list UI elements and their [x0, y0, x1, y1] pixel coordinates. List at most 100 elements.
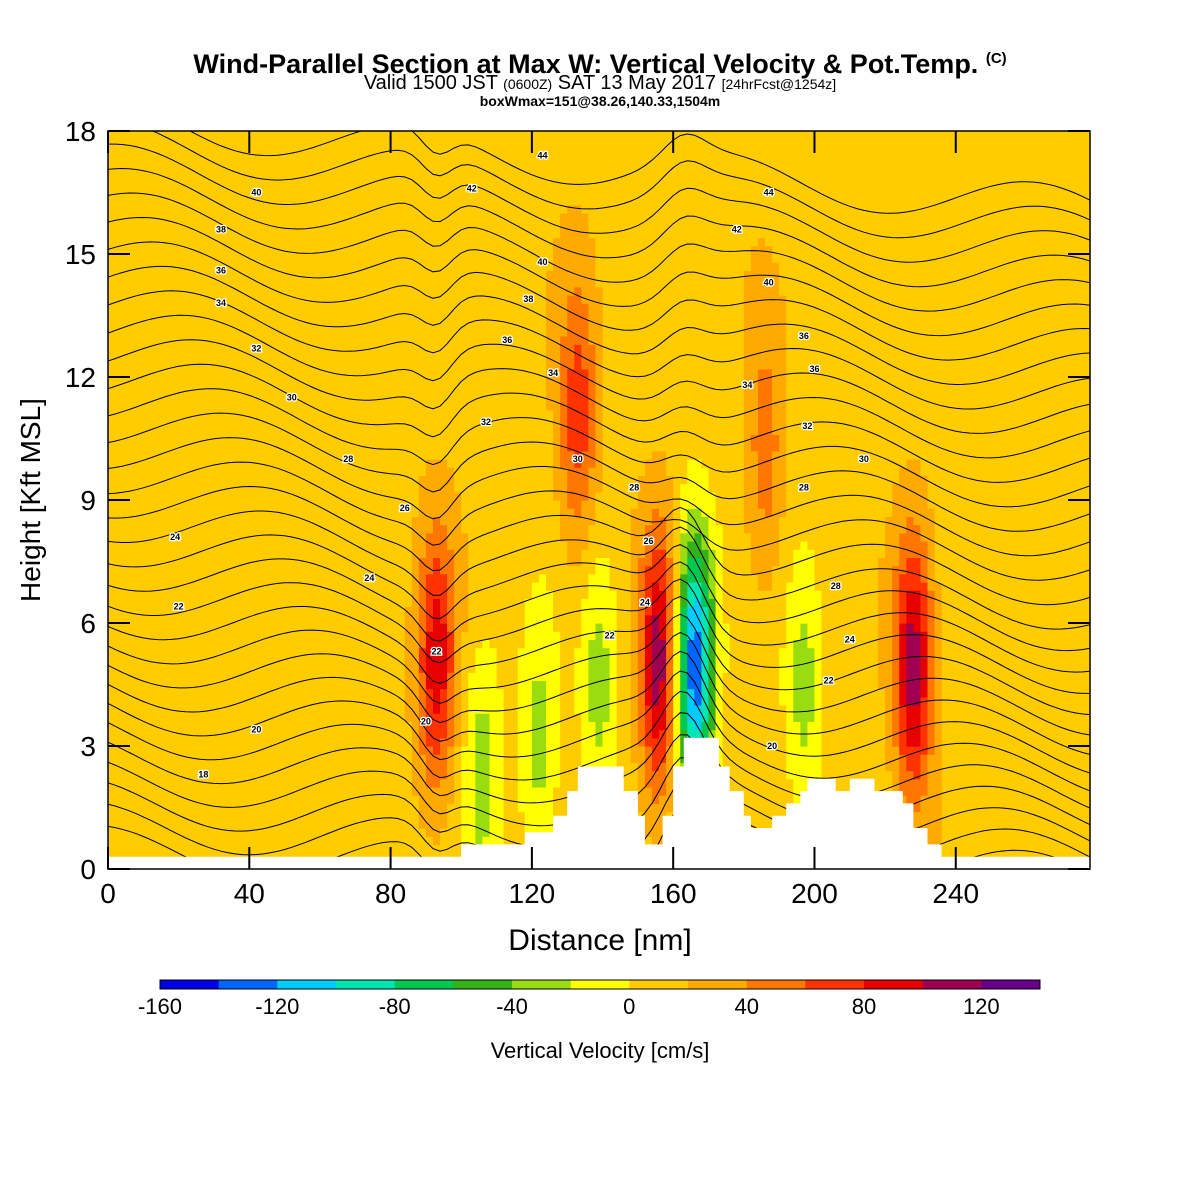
terrain [108, 737, 1090, 869]
theta-contour-30 [108, 510, 1090, 630]
colorbar-swatch [160, 980, 220, 989]
contour-label: 44 [764, 188, 774, 198]
colorbar-swatch [805, 980, 865, 989]
theta-contour-29 [108, 534, 1090, 652]
theta-contour-21 [108, 690, 1090, 809]
colorbar-tick-label: 120 [963, 994, 1000, 1019]
theta-contour-23 [108, 650, 1090, 774]
contour-label: 22 [431, 647, 441, 657]
theta-contour-38 [108, 314, 1090, 434]
colorbar-tick-label: 0 [623, 994, 635, 1019]
y-tick-label: 3 [80, 731, 96, 762]
contour-label: 40 [251, 188, 261, 198]
x-axis: 0 40 80 120 160 200 240 [100, 131, 979, 909]
contour-label: 36 [799, 331, 809, 341]
x-tick-label: 240 [932, 878, 979, 909]
theta-contour-37 [108, 339, 1090, 459]
colorbar-swatch [629, 980, 689, 989]
contour-label: 30 [573, 454, 583, 464]
contour-label: 24 [170, 532, 180, 542]
colorbar-swatch [981, 980, 1041, 989]
theta-contour-40 [108, 265, 1090, 386]
colorbar-tick-label: -80 [379, 994, 411, 1019]
contour-label: 24 [640, 598, 650, 608]
terrain-shape [108, 737, 1090, 869]
theta-contour-26 [108, 596, 1090, 716]
contour-label: 28 [831, 581, 841, 591]
y-tick-label: 6 [80, 608, 96, 639]
contour-label: 24 [364, 573, 374, 583]
theta-contour-34 [108, 412, 1090, 532]
x-tick-label: 40 [234, 878, 265, 909]
colorbar-tick-label: 40 [734, 994, 758, 1019]
colorbar-swatch [453, 980, 513, 989]
contour-label: 36 [502, 335, 512, 345]
theta-contour-33 [108, 437, 1090, 557]
chart-subtitle-boxwmax: boxWmax=151@38.26,140.33,1504m [479, 93, 721, 109]
colorbar-swatch [277, 980, 337, 989]
contour-label: 36 [809, 364, 819, 374]
colorbar-swatch [570, 980, 630, 989]
contour-label: 36 [216, 265, 226, 275]
theta-contour-43 [108, 192, 1090, 312]
contour-label: 44 [537, 151, 547, 161]
contour-label: 32 [481, 417, 491, 427]
theta-contour-45 [108, 143, 1090, 263]
colorbar-swatch [864, 980, 924, 989]
contour-label: 32 [802, 421, 812, 431]
contour-label: 26 [643, 536, 653, 546]
colorbar: -160 -120 -80 -40 0 40 80 120 [138, 979, 1041, 1019]
contour-label: 18 [198, 770, 208, 780]
contour-labels: 44 40 42 44 38 42 36 40 40 34 38 32 36 36 36 34 34 30 32 32… [169, 149, 870, 781]
contour-label: 42 [732, 224, 742, 234]
x-tick-label: 200 [791, 878, 838, 909]
colorbar-swatch [512, 980, 572, 989]
x-tick-label: 80 [375, 878, 406, 909]
contour-label: 24 [845, 634, 855, 644]
contour-label: 22 [174, 602, 184, 612]
x-tick-label: 160 [650, 878, 697, 909]
colorbar-swatch [336, 980, 396, 989]
y-tick-label: 15 [65, 239, 96, 270]
colorbar-label: Vertical Velocity [cm/s] [491, 1038, 710, 1063]
x-tick-label: 0 [100, 878, 116, 909]
colorbar-tick-label: 80 [852, 994, 876, 1019]
colorbar-frame [159, 979, 1041, 990]
contour-label: 22 [824, 675, 834, 685]
theta-contour-42 [108, 216, 1090, 337]
contour-label: 34 [548, 368, 558, 378]
contour-label: 34 [742, 380, 752, 390]
theta-contour-39 [108, 290, 1090, 410]
contour-label: 34 [216, 298, 226, 308]
y-tick-label: 18 [65, 116, 96, 147]
contour-label: 32 [251, 343, 261, 353]
theta-contour-22 [108, 670, 1090, 792]
theta-contour-27 [108, 578, 1090, 694]
theta-contour-46 [151, 131, 1090, 239]
theta-contour-36 [108, 363, 1090, 483]
y-tick-label: 9 [80, 485, 96, 516]
contour-label: 30 [287, 393, 297, 403]
theta-contour-47 [189, 131, 1090, 214]
colorbar-tick-label: -120 [255, 994, 299, 1019]
theta-contour-35 [108, 388, 1090, 508]
contour-label: 28 [343, 454, 353, 464]
colorbar-swatch [688, 980, 748, 989]
contour-label: 20 [421, 716, 431, 726]
theta-contour-28 [108, 558, 1090, 673]
y-tick-label: 12 [65, 362, 96, 393]
theta-contour-25 [108, 613, 1090, 736]
theta-contour-32 [108, 461, 1090, 581]
colorbar-swatch [218, 980, 278, 989]
colorbar-swatch [746, 980, 806, 989]
y-axis-label: Height [Kft MSL] [15, 398, 46, 602]
colorbar-tick-label: -40 [496, 994, 528, 1019]
theta-contour-31 [108, 485, 1090, 606]
contour-label: 38 [216, 224, 226, 234]
colorbar-swatch [922, 980, 982, 989]
contour-label: 40 [764, 278, 774, 288]
colorbar-swatch [394, 980, 454, 989]
contour-label: 38 [523, 294, 533, 304]
